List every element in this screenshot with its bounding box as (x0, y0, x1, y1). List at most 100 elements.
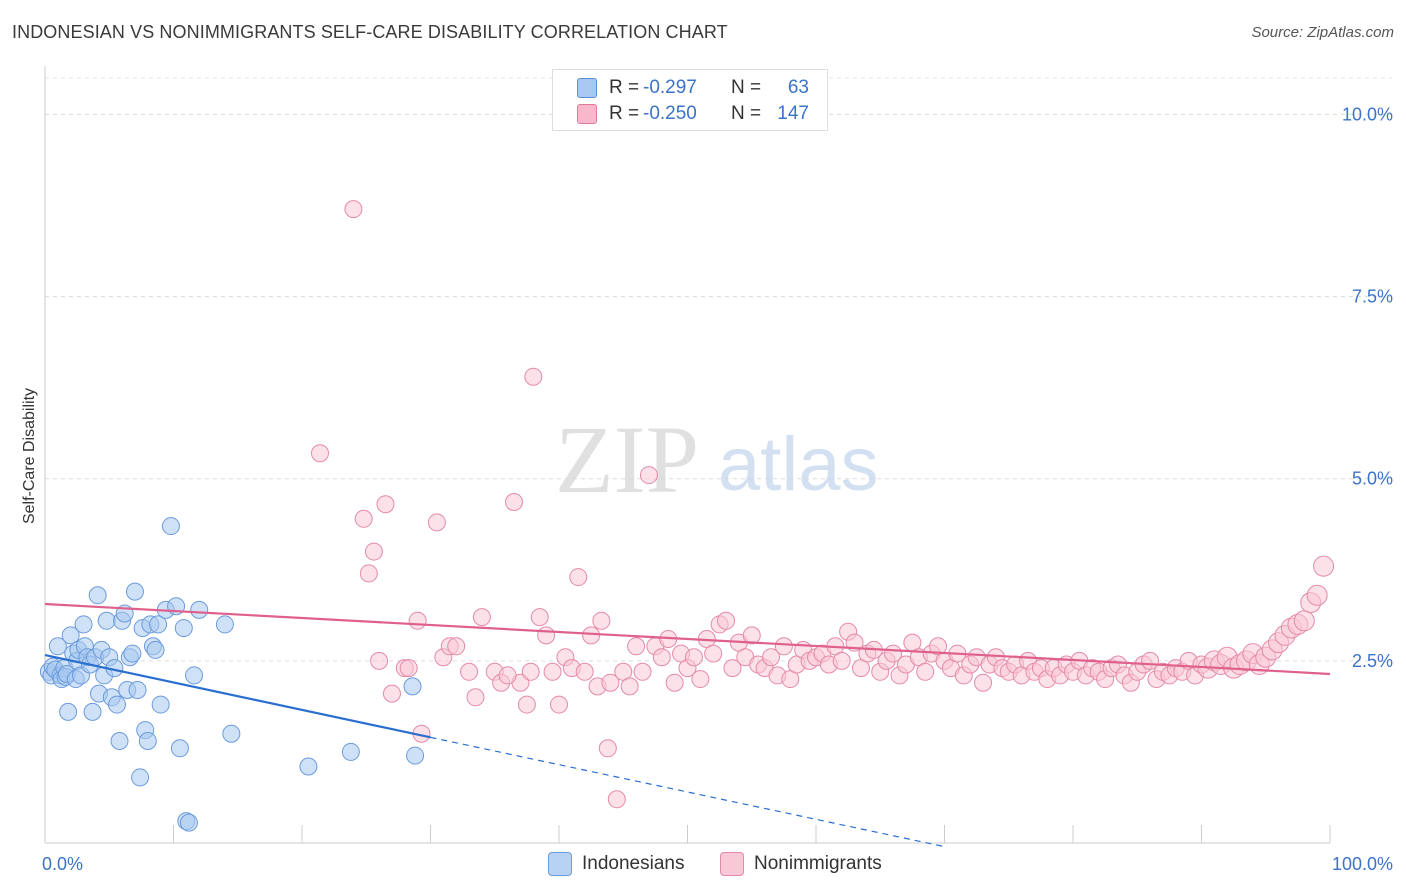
point-nonimmigrants (370, 651, 389, 670)
point-indonesians (107, 695, 126, 714)
point-indonesians (83, 702, 102, 721)
point-nonimmigrants (537, 626, 556, 645)
x-tick-label-min: 0.0% (42, 854, 83, 874)
point-nonimmigrants (543, 662, 562, 681)
trend-line-nonimmigrants (44, 602, 1331, 676)
point-indonesians (128, 681, 147, 699)
point-nonimmigrants (1293, 610, 1315, 632)
point-indonesians (222, 724, 241, 743)
legend-item-nonimmigrants[interactable]: Nonimmigrants (720, 852, 882, 876)
point-indonesians (146, 640, 165, 659)
watermark: ZIP atlas (555, 406, 879, 513)
point-nonimmigrants (832, 651, 851, 670)
grid-lines (45, 77, 1392, 662)
legend-swatch-nonimmigrants (577, 104, 597, 124)
trend-line-indonesians (44, 653, 431, 739)
legend-swatch-indonesians (548, 852, 572, 876)
point-nonimmigrants (354, 509, 373, 528)
point-nonimmigrants (399, 659, 418, 678)
source-label: Source: ZipAtlas.com (1251, 24, 1394, 41)
point-nonimmigrants (310, 444, 329, 463)
point-nonimmigrants (916, 662, 935, 681)
n-label: N = (731, 103, 762, 124)
legend-swatch-indonesians (577, 78, 597, 98)
point-nonimmigrants (505, 493, 524, 512)
watermark-zip: ZIP (555, 406, 699, 513)
point-nonimmigrants (460, 662, 479, 681)
point-indonesians (97, 611, 116, 630)
point-indonesians (406, 746, 425, 765)
point-nonimmigrants (359, 564, 378, 583)
point-nonimmigrants (569, 568, 588, 587)
x-tick-label-max: 100.0% (1332, 854, 1393, 874)
point-nonimmigrants (684, 648, 703, 667)
data-points (39, 200, 1335, 832)
point-nonimmigrants (723, 659, 742, 678)
point-nonimmigrants (1313, 555, 1335, 577)
point-indonesians (299, 757, 318, 776)
series-legend: Indonesians Nonimmigrants (0, 852, 1406, 876)
point-indonesians (215, 615, 234, 634)
point-nonimmigrants (376, 495, 395, 514)
point-indonesians (123, 644, 142, 663)
point-nonimmigrants (364, 542, 383, 561)
legend-item-indonesians[interactable]: Indonesians (548, 852, 684, 876)
legend-label-nonimmigrants: Nonimmigrants (754, 853, 882, 874)
point-nonimmigrants (472, 608, 491, 627)
point-indonesians (88, 586, 107, 605)
point-indonesians (179, 813, 198, 832)
y-tick-label: 10.0% (1342, 104, 1393, 124)
point-nonimmigrants (627, 637, 646, 656)
point-indonesians (151, 695, 170, 714)
point-nonimmigrants (1306, 584, 1328, 606)
point-nonimmigrants (601, 673, 620, 692)
point-nonimmigrants (521, 662, 540, 681)
point-indonesians (74, 615, 93, 634)
point-nonimmigrants (762, 648, 781, 667)
watermark-atlas: atlas (718, 422, 879, 507)
point-nonimmigrants (665, 673, 684, 692)
n-label: N = (731, 77, 762, 98)
legend-label-indonesians: Indonesians (582, 853, 685, 874)
point-nonimmigrants (607, 790, 626, 809)
point-indonesians (161, 517, 180, 536)
point-nonimmigrants (620, 677, 639, 696)
r-value: -0.250 (643, 103, 697, 124)
point-nonimmigrants (382, 684, 401, 703)
point-indonesians (170, 739, 189, 758)
point-nonimmigrants (704, 644, 723, 663)
point-nonimmigrants (427, 513, 446, 532)
point-indonesians (61, 626, 80, 645)
legend-row-indonesians: R = -0.297 N = 63 (577, 76, 809, 100)
r-label: R = (609, 103, 640, 124)
point-nonimmigrants (524, 367, 543, 386)
point-nonimmigrants (466, 688, 485, 707)
chart-title: INDONESIAN VS NONIMMIGRANTS SELF-CARE DI… (12, 22, 728, 42)
point-indonesians (403, 677, 422, 696)
point-nonimmigrants (592, 611, 611, 630)
point-nonimmigrants (530, 608, 549, 627)
point-indonesians (174, 619, 193, 638)
point-nonimmigrants (498, 666, 517, 685)
point-nonimmigrants (717, 611, 736, 630)
y-tick-label: 2.5% (1352, 651, 1393, 671)
r-label: R = (609, 77, 640, 98)
point-indonesians (149, 615, 168, 634)
point-indonesians (190, 600, 209, 619)
axes (44, 66, 1331, 844)
tick-labels: 2.5% 5.0% 7.5% 10.0% 0.0% 100.0% (42, 104, 1393, 874)
y-tick-label: 5.0% (1352, 469, 1393, 489)
point-indonesians (48, 637, 67, 656)
point-nonimmigrants (974, 673, 993, 692)
n-value: 63 (787, 77, 809, 98)
point-nonimmigrants (582, 626, 601, 645)
point-nonimmigrants (774, 637, 793, 656)
point-indonesians (125, 582, 144, 601)
point-nonimmigrants (408, 611, 427, 630)
point-nonimmigrants (517, 695, 536, 714)
point-nonimmigrants (742, 626, 761, 645)
point-nonimmigrants (639, 466, 658, 485)
point-indonesians (185, 666, 204, 685)
legend-swatch-nonimmigrants (720, 852, 744, 876)
